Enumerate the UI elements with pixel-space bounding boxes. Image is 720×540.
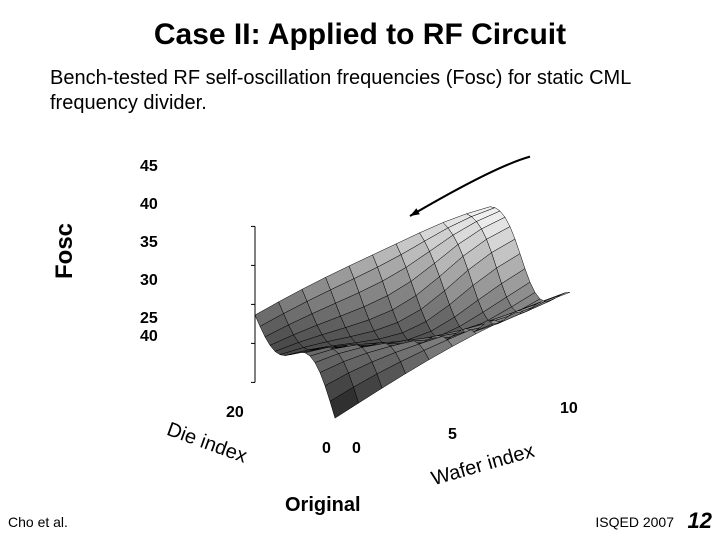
- slide-title: Case II: Applied to RF Circuit: [0, 0, 720, 52]
- footer-authors: Cho et al.: [8, 514, 68, 530]
- surface-svg: [100, 150, 600, 480]
- chart-caption: Original: [285, 494, 361, 517]
- surface-chart: [100, 150, 600, 480]
- footer-venue: ISQED 2007: [595, 514, 674, 530]
- slide-subtitle: Bench-tested RF self-oscillation frequen…: [0, 52, 720, 116]
- page-number: 12: [688, 508, 712, 534]
- z-axis-label: Fosc: [51, 223, 79, 279]
